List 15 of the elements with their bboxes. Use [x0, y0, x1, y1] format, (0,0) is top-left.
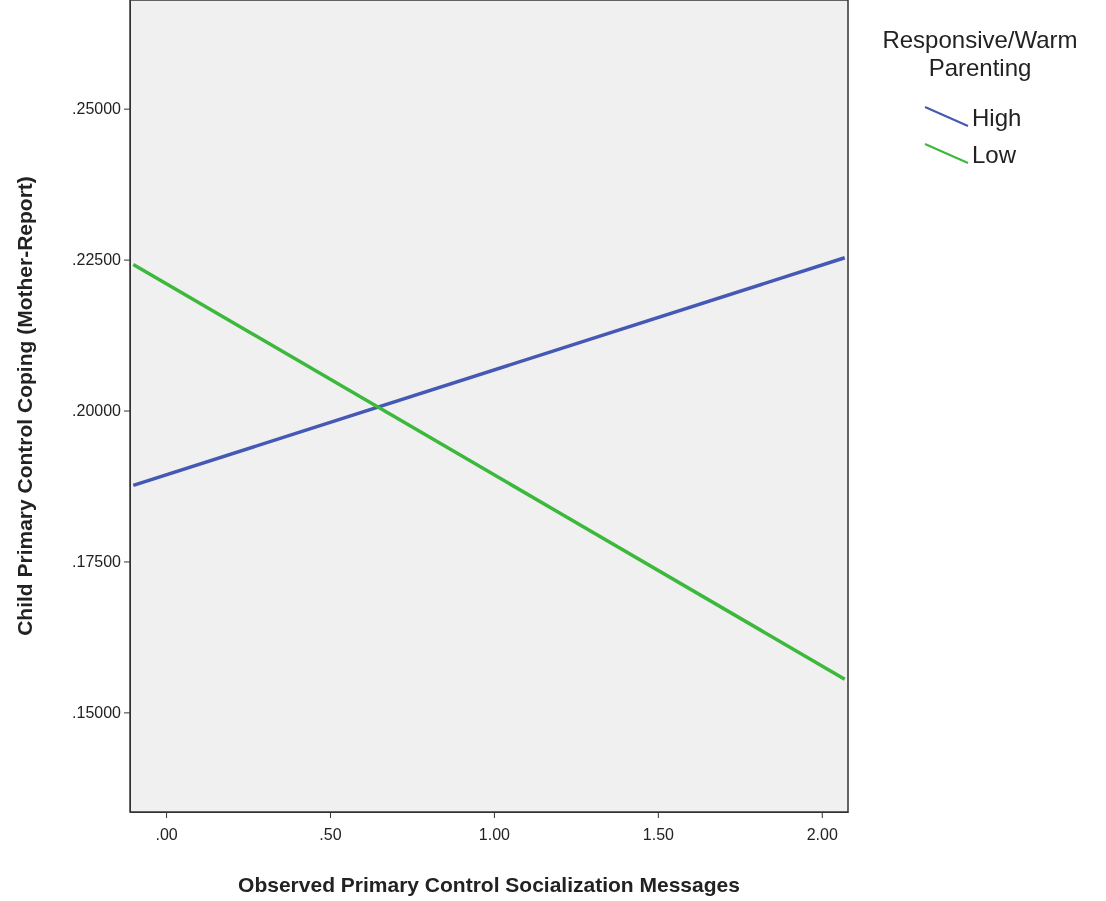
x-tick-label: .00 [155, 826, 178, 844]
y-tick-label: .15000 [72, 704, 122, 722]
x-tick-label: .50 [319, 826, 342, 844]
y-axis-title: Child Primary Control Coping (Mother-Report) [13, 176, 36, 636]
y-tick-label: .22500 [72, 251, 122, 269]
x-axis-title: Observed Primary Control Socialization Messages [238, 873, 740, 896]
x-tick-label: 2.00 [806, 826, 838, 844]
y-tick-label: .20000 [72, 402, 122, 420]
y-tick-label: .25000 [72, 100, 122, 118]
y-tick-label: .17500 [72, 553, 122, 571]
legend-title: Responsive/Warm Parenting [882, 26, 1078, 81]
x-tick-label: 1.50 [642, 826, 675, 844]
x-tick-label: 1.00 [478, 826, 511, 844]
legend-label: Low [972, 141, 1017, 168]
legend-label: High [972, 104, 1022, 131]
